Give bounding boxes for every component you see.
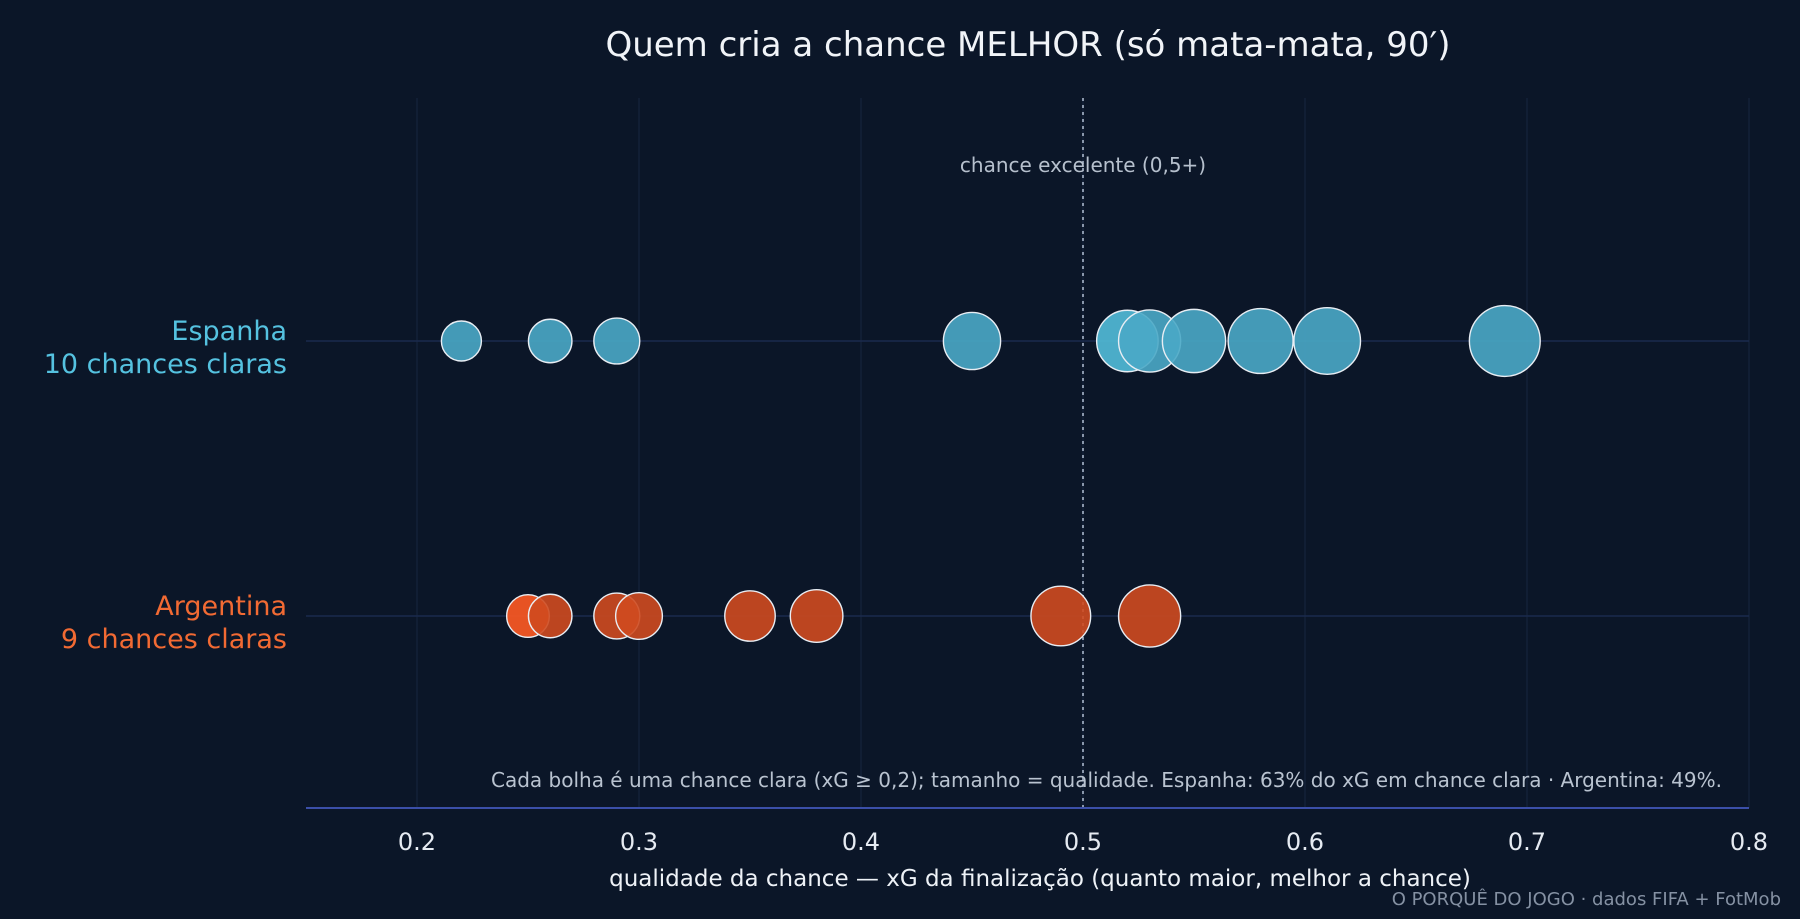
x-tick-label: 0.5 (1064, 828, 1102, 856)
bubble-espanha-3 (942, 311, 1002, 371)
bubble-espanha-6 (1161, 308, 1227, 374)
bubble-espanha-0 (440, 320, 483, 362)
x-tick-label: 0.6 (1286, 828, 1324, 856)
bubble-espanha-8 (1293, 306, 1362, 376)
bubble-espanha-2 (593, 317, 641, 365)
x-tick-label: 0.3 (620, 828, 658, 856)
bubble-espanha-7 (1227, 307, 1294, 375)
source-credit: O PORQUÊ DO JOGO · dados FIFA + FotMob (1392, 888, 1781, 910)
x-tick-label: 0.7 (1508, 828, 1546, 856)
bubble-argentina-3 (614, 591, 664, 641)
bubble-argentina-6 (1030, 585, 1092, 647)
x-tick-label: 0.2 (398, 828, 436, 856)
bubble-argentina-7 (1117, 584, 1182, 648)
series-label-name: Espanha (171, 316, 287, 347)
bubble-espanha-1 (527, 318, 573, 364)
chart-title: Quem cria a chance MELHOR (só mata-mata,… (605, 25, 1450, 65)
bubble-argentina-5 (789, 589, 844, 643)
reference-line-label: chance excelente (0,5+) (960, 153, 1206, 177)
row-lines (306, 340, 1749, 617)
bubble-espanha-9 (1468, 304, 1541, 378)
x-axis-label: qualidade da chance — xG da finalização … (609, 866, 1471, 892)
series-label-name: Argentina (155, 591, 287, 622)
series-label-count: 9 chances claras (61, 624, 287, 655)
chart-note: Cada bolha é uma chance clara (xG ≥ 0,2)… (491, 768, 1722, 792)
grid (416, 98, 1750, 808)
bubbles (440, 304, 1541, 648)
x-tick-label: 0.8 (1730, 828, 1768, 856)
x-tick-label: 0.4 (842, 828, 880, 856)
series-label-count: 10 chances claras (44, 349, 287, 380)
x-tick-labels: 0.2 0.3 0.4 0.5 0.6 0.7 0.8 (398, 828, 1768, 856)
bubble-argentina-4 (724, 590, 776, 642)
bubble-argentina-1 (527, 593, 573, 639)
